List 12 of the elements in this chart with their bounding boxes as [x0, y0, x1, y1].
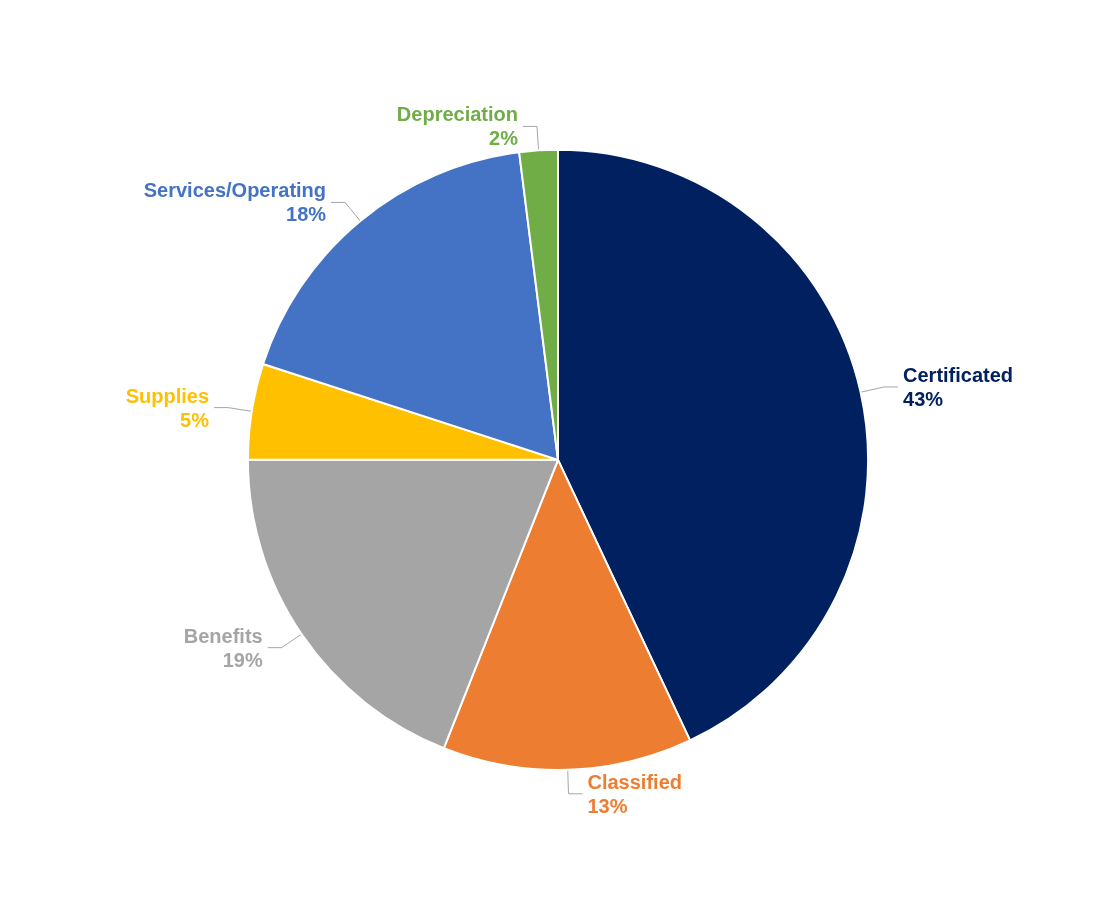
slice-label: Services/Operating	[143, 179, 327, 202]
data-label: 43%	[903, 387, 944, 410]
slice-label: Classified	[587, 770, 682, 793]
data-label: 18%	[286, 203, 327, 226]
slice-label: Depreciation	[396, 103, 519, 126]
data-label: 5%	[180, 408, 210, 431]
slice-label: Supplies	[125, 384, 210, 407]
data-label: 19%	[222, 648, 263, 671]
slice-label: Benefits	[183, 624, 263, 647]
slice-label: Certificated	[903, 363, 1014, 386]
data-label: 13%	[587, 794, 628, 817]
data-label: 2%	[489, 127, 519, 150]
